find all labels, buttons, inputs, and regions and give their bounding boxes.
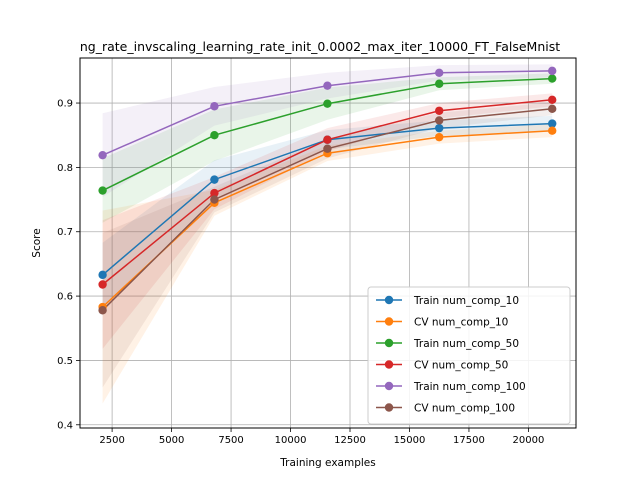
chart-title: ng_rate_invscaling_learning_rate_init_0.… [80, 39, 560, 54]
data-point [210, 102, 219, 111]
legend-marker [384, 360, 394, 369]
y-tick-label: 0.5 [57, 356, 73, 367]
confidence-band-5 [102, 102, 553, 388]
confidence-band-4 [102, 64, 553, 198]
x-axis-label: Training examples [279, 457, 375, 469]
legend-marker [384, 295, 394, 305]
y-tick-label: 0.7 [57, 227, 73, 238]
data-point [548, 95, 557, 105]
legend-label: Train num_comp_50 [413, 338, 519, 350]
legend-label: CV num_comp_100 [414, 403, 515, 415]
data-point [323, 135, 332, 144]
x-tick-label: 12500 [334, 435, 366, 446]
data-point [98, 186, 107, 195]
data-point [210, 188, 219, 198]
data-point [548, 104, 557, 114]
data-point [210, 131, 219, 140]
plot-frame [79, 57, 577, 429]
data-point [210, 175, 219, 184]
data-point [548, 66, 557, 76]
legend-marker [384, 338, 394, 348]
data-point [548, 74, 557, 83]
x-axis-ticks: 2500 5000 7500 10000 12500 15000 17500 20000 [99, 428, 544, 446]
legend-marker [384, 403, 394, 412]
x-tick-label: 15000 [394, 435, 426, 446]
data-point [435, 132, 444, 142]
y-tick-label: 0.4 [57, 420, 73, 431]
y-axis-label: Score [31, 228, 43, 257]
data-point [210, 195, 219, 204]
data-point [98, 150, 107, 160]
x-tick-label: 17500 [453, 435, 485, 446]
data-point [98, 270, 107, 280]
confidence-band-2 [102, 73, 553, 223]
x-tick-label: 2500 [99, 435, 124, 446]
data-point [98, 280, 107, 289]
data-point [323, 81, 332, 90]
data-point [435, 106, 444, 115]
legend-label: Train num_comp_10 [413, 295, 519, 307]
legend-box [367, 286, 571, 425]
data-point [98, 306, 107, 315]
data-point [323, 144, 332, 153]
legend-marker [384, 317, 394, 326]
y-tick-label: 0.6 [57, 292, 73, 303]
data-point [435, 79, 444, 88]
legend-label: CV num_comp_50 [414, 360, 508, 372]
data-point [548, 126, 557, 135]
data-point [435, 123, 444, 133]
data-point [435, 68, 444, 78]
legend: Train num_comp_10 CV num_comp_10 Train num… [367, 286, 571, 425]
legend-label: CV num_comp_10 [414, 317, 508, 329]
x-tick-label: 20000 [513, 435, 545, 446]
x-tick-label: 10000 [275, 435, 307, 446]
y-tick-label: 0.9 [57, 99, 73, 110]
legend-marker [384, 381, 394, 391]
data-point [323, 99, 332, 108]
series-points [98, 66, 557, 315]
legend-label: Train num_comp_100 [413, 381, 526, 393]
y-tick-label: 0.8 [57, 163, 73, 174]
x-tick-label: 7500 [218, 435, 243, 446]
confidence-band-0 [102, 115, 553, 308]
y-axis-ticks: 0.4 0.5 0.6 0.7 0.8 0.9 [57, 99, 80, 431]
x-tick-label: 5000 [159, 435, 184, 446]
data-point [435, 116, 444, 125]
data-point [548, 119, 557, 128]
